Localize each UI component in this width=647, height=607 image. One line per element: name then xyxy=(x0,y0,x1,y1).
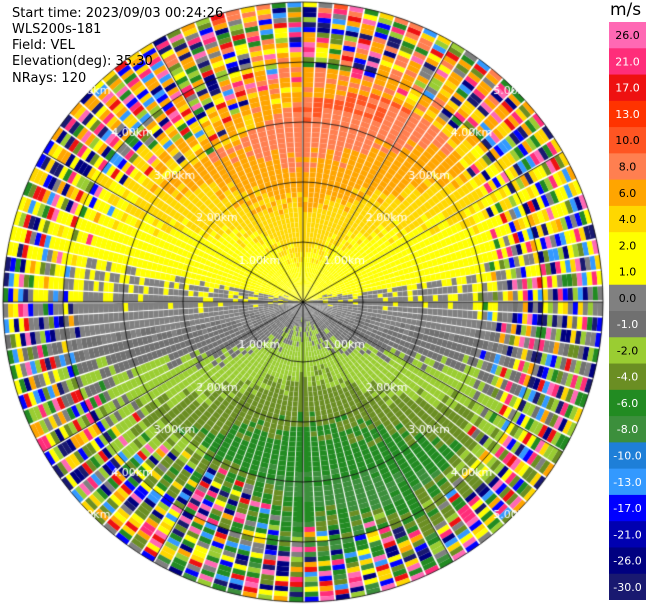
colorbar-bin xyxy=(609,258,646,286)
colorbar-tick-label: 17.0 xyxy=(615,82,640,95)
colorbar-tick-label: -13.0 xyxy=(613,476,641,489)
colorbar-bin xyxy=(609,284,646,312)
colorbar-bin xyxy=(609,389,646,417)
colorbar-tick-label: 0.0 xyxy=(619,292,637,305)
colorbar-bin xyxy=(609,521,646,548)
colorbar-bin xyxy=(609,547,646,575)
colorbar-tick-label: -6.0 xyxy=(617,397,638,410)
colorbar-tick-label: 6.0 xyxy=(619,187,637,200)
colorbar-bin xyxy=(609,205,646,233)
colorbar-tick-label: 21.0 xyxy=(615,55,640,68)
colorbar-tick-label: -26.0 xyxy=(613,555,641,568)
colorbar-bin xyxy=(609,416,646,443)
colorbar-tick-label: 10.0 xyxy=(615,134,640,147)
colorbar-tick-label: -2.0 xyxy=(617,344,638,357)
colorbar-bin xyxy=(609,179,646,207)
colorbar-unit: m/s xyxy=(610,0,642,20)
colorbar-bin xyxy=(609,22,646,49)
colorbar-bin xyxy=(609,442,646,470)
colorbar-tick-label: -4.0 xyxy=(617,371,638,384)
elevation-label: Elevation(deg): 35.30 xyxy=(12,54,153,69)
colorbar-tick-label: -1.0 xyxy=(617,318,638,331)
colorbar-bin xyxy=(609,573,646,600)
colorbar-bin xyxy=(609,232,646,259)
nrays-label: NRays: 120 xyxy=(12,71,87,86)
colorbar-tick-label: -10.0 xyxy=(613,450,641,463)
instrument-label: WLS200s-181 xyxy=(12,22,102,37)
colorbar-bin xyxy=(609,494,646,522)
colorbar-bin xyxy=(609,468,646,496)
colorbar-bin xyxy=(609,363,646,391)
colorbar-tick-label: -30.0 xyxy=(613,581,641,594)
colorbar: 26.0 21.0 17.0 13.0 10.0 8.0 6.0 4.0 2.0 1.0 0.0 -1… xyxy=(609,22,646,600)
colorbar-tick-label: -17.0 xyxy=(613,502,641,515)
colorbar-tick-label: 8.0 xyxy=(619,161,637,174)
colorbar-bin xyxy=(609,48,646,76)
colorbar-tick-label: 13.0 xyxy=(615,108,640,121)
colorbar-bin xyxy=(609,311,646,338)
colorbar-tick-label: -8.0 xyxy=(617,423,638,436)
colorbar-bin xyxy=(609,337,646,365)
colorbar-tick-label: 4.0 xyxy=(619,213,637,226)
start-time-label: Start time: 2023/09/03 00:24:26 xyxy=(12,6,224,21)
field-label: Field: VEL xyxy=(12,38,75,53)
colorbar-tick-label: -21.0 xyxy=(613,528,641,541)
colorbar-bin xyxy=(609,100,646,128)
colorbar-bin xyxy=(609,74,646,102)
colorbar-bin xyxy=(609,153,646,181)
colorbar-bin xyxy=(609,127,646,154)
colorbar-tick-label: 1.0 xyxy=(619,266,637,279)
colorbar-tick-label: 2.0 xyxy=(619,239,637,252)
colorbar-tick-label: 26.0 xyxy=(615,29,640,42)
